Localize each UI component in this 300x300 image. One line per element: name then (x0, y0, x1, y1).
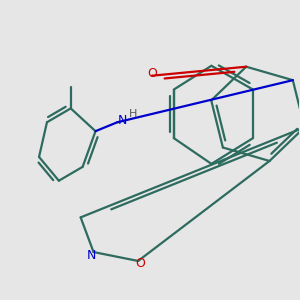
Text: H: H (129, 109, 137, 119)
Text: N: N (87, 248, 96, 262)
Text: O: O (135, 257, 145, 270)
Text: O: O (147, 67, 157, 80)
Text: N: N (118, 114, 127, 127)
